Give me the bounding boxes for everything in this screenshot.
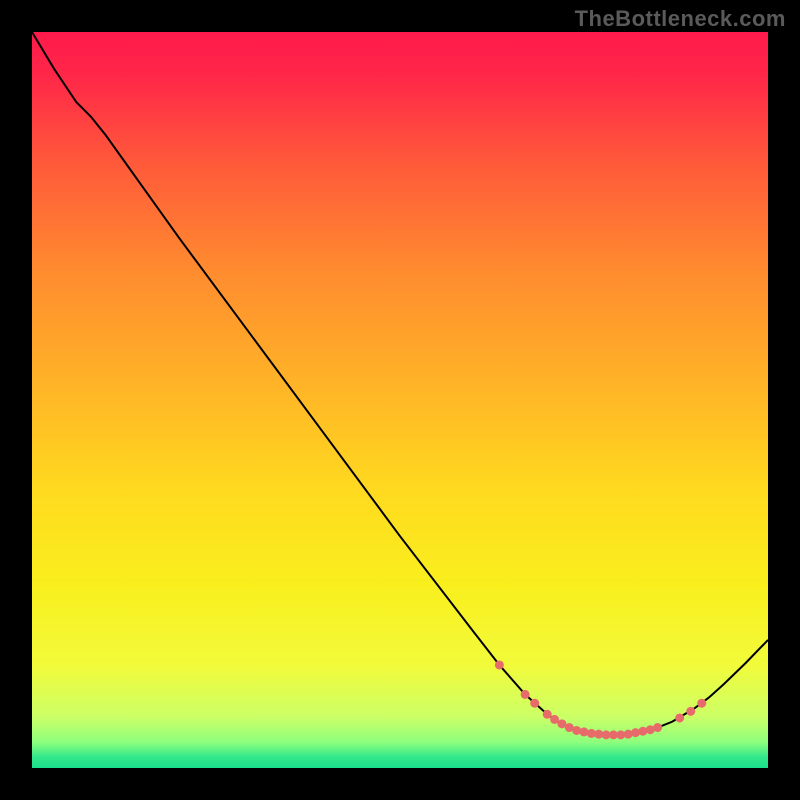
plot-area (32, 32, 768, 768)
data-marker (521, 690, 530, 699)
data-marker (543, 710, 552, 719)
marker-group (495, 660, 706, 739)
data-marker (653, 723, 662, 732)
chart-container: TheBottleneck.com (0, 0, 800, 800)
data-marker (675, 713, 684, 722)
attribution-text: TheBottleneck.com (575, 6, 786, 32)
data-marker (697, 699, 706, 708)
data-marker (686, 707, 695, 716)
data-marker (530, 699, 539, 708)
data-marker (495, 660, 504, 669)
curve-layer (32, 32, 768, 768)
bottleneck-curve (32, 32, 768, 735)
